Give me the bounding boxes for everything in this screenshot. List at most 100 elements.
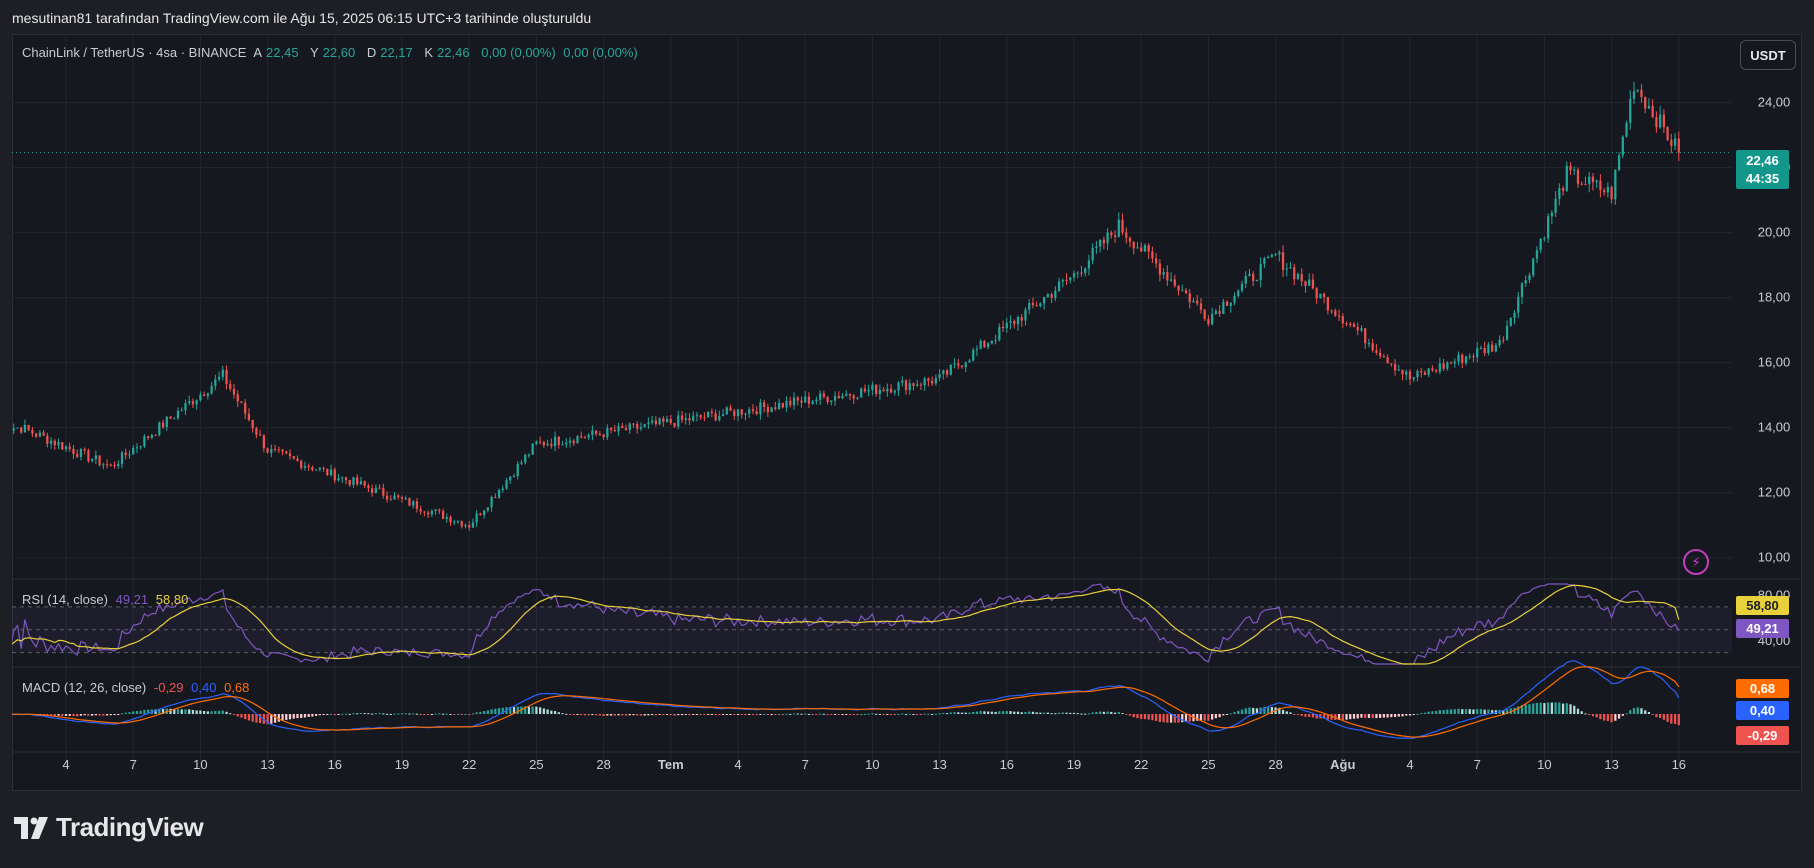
macd-hist-bar	[1263, 706, 1266, 714]
candle-body	[621, 426, 624, 429]
macd-hist-bar	[1487, 709, 1490, 714]
candle-body	[1360, 328, 1363, 331]
lightning-icon[interactable]: ⚡	[1683, 549, 1709, 575]
macd-hist-bar	[374, 713, 377, 715]
macd-hist-bar	[755, 714, 758, 715]
macd-hist-bar	[251, 714, 254, 722]
macd-hist-bar	[987, 711, 990, 714]
macd-hist-bar	[430, 714, 433, 715]
macd-hist-bar	[427, 714, 430, 715]
macd-hist-bar	[968, 712, 971, 714]
candle-body	[665, 419, 669, 422]
candle-body	[833, 395, 837, 401]
macd-hist-bar	[1281, 709, 1285, 714]
macd-hist-bar	[841, 714, 844, 715]
macd-hist-bar	[524, 706, 527, 714]
macd-hist-bar	[371, 713, 374, 715]
macd-hist-bar	[904, 713, 908, 715]
macd-hist-bar	[1520, 705, 1524, 714]
candle-body	[1547, 216, 1550, 239]
macd-hist-bar	[875, 713, 878, 715]
candle-body	[1659, 114, 1662, 128]
candle-body	[1513, 312, 1516, 319]
y-tick-label: 14,00	[1758, 420, 1791, 435]
macd-hist-bar	[1408, 714, 1412, 716]
candle-body	[68, 446, 71, 449]
candle-body	[385, 495, 389, 500]
macd-hist-bar	[501, 707, 504, 714]
macd-hist-bar	[348, 713, 351, 715]
candle-body	[471, 522, 475, 528]
macd-hist-bar	[199, 710, 202, 714]
price-chart-svg[interactable]: 4 7 10 13 16 19 22 25 28 Tem 4 7 10 13 16 19 22 25 28 Ağu 4 7…	[12, 34, 1802, 791]
candle-body	[807, 396, 811, 404]
macd-hist-bar	[389, 713, 392, 715]
candle-body	[1438, 363, 1441, 372]
macd-hist-bar	[624, 714, 628, 716]
macd-hist-bar	[1644, 710, 1647, 714]
macd-hist-bar	[546, 709, 549, 714]
candle-body	[1237, 290, 1240, 296]
candle-body	[42, 432, 45, 436]
candle-body	[725, 407, 728, 415]
macd-hist-bar	[1203, 714, 1206, 721]
candle-body	[1632, 91, 1636, 99]
candle-body	[1278, 252, 1281, 255]
macd-hist-bar	[1438, 710, 1441, 714]
candle-body	[109, 464, 112, 466]
candle-body	[1599, 180, 1602, 191]
macd-hist-bar	[1057, 712, 1061, 714]
candle-body	[1184, 290, 1188, 294]
macd-hist-bar	[1013, 711, 1016, 714]
candle-body	[770, 407, 773, 413]
candle-body	[382, 488, 385, 496]
macd-hist-bar	[751, 714, 755, 715]
macd-hist-bar	[714, 714, 717, 715]
candle-body	[654, 420, 657, 425]
macd-hist-bar	[184, 709, 187, 714]
currency-button[interactable]: USDT	[1740, 40, 1796, 70]
candle-body	[1304, 281, 1307, 286]
macd-hist-bar	[303, 714, 307, 718]
candle-body	[1166, 272, 1169, 281]
legend-change: 0,00 (0,00%)	[481, 45, 556, 60]
candle-body	[972, 349, 975, 361]
candle-body	[1673, 138, 1677, 146]
macd-hist-bar	[1617, 714, 1621, 719]
candle-body	[363, 481, 366, 486]
macd-hist-bar	[860, 713, 863, 715]
x-tick-label: 13	[1604, 757, 1618, 772]
candle-body	[486, 507, 489, 511]
rsi-title: RSI (14, close)	[22, 592, 108, 607]
candle-body	[550, 443, 553, 447]
candle-body	[135, 447, 139, 449]
candle-body	[419, 508, 422, 512]
macd-hist-bar	[57, 714, 60, 716]
candle-body	[1229, 302, 1232, 306]
candle-body	[651, 420, 654, 423]
macd-hist-bar	[173, 709, 176, 714]
macd-hist-bar	[188, 709, 191, 714]
macd-hist-bar	[811, 714, 814, 715]
macd-hist-bar	[277, 714, 280, 722]
candle-body	[856, 397, 859, 399]
candle-body	[1431, 368, 1434, 371]
candle-body	[240, 401, 243, 403]
candle-body	[912, 383, 915, 386]
candle-body	[79, 448, 83, 457]
candle-body	[916, 384, 919, 386]
candle-body	[184, 402, 187, 411]
macd-hist-bar	[494, 708, 497, 714]
candle-body	[1453, 361, 1456, 364]
macd-hist-bar	[595, 714, 598, 716]
macd-hist-bar	[1289, 712, 1292, 714]
candle-body	[1222, 301, 1225, 314]
candle-body	[699, 414, 702, 418]
candle-body	[591, 430, 594, 436]
macd-hist-bar	[453, 714, 456, 715]
macd-hist-bar	[1349, 714, 1352, 720]
tradingview-logo[interactable]: TradingView	[14, 812, 204, 843]
candle-body	[718, 415, 721, 421]
candle-body	[423, 511, 426, 513]
macd-hist-bar	[1169, 714, 1173, 723]
